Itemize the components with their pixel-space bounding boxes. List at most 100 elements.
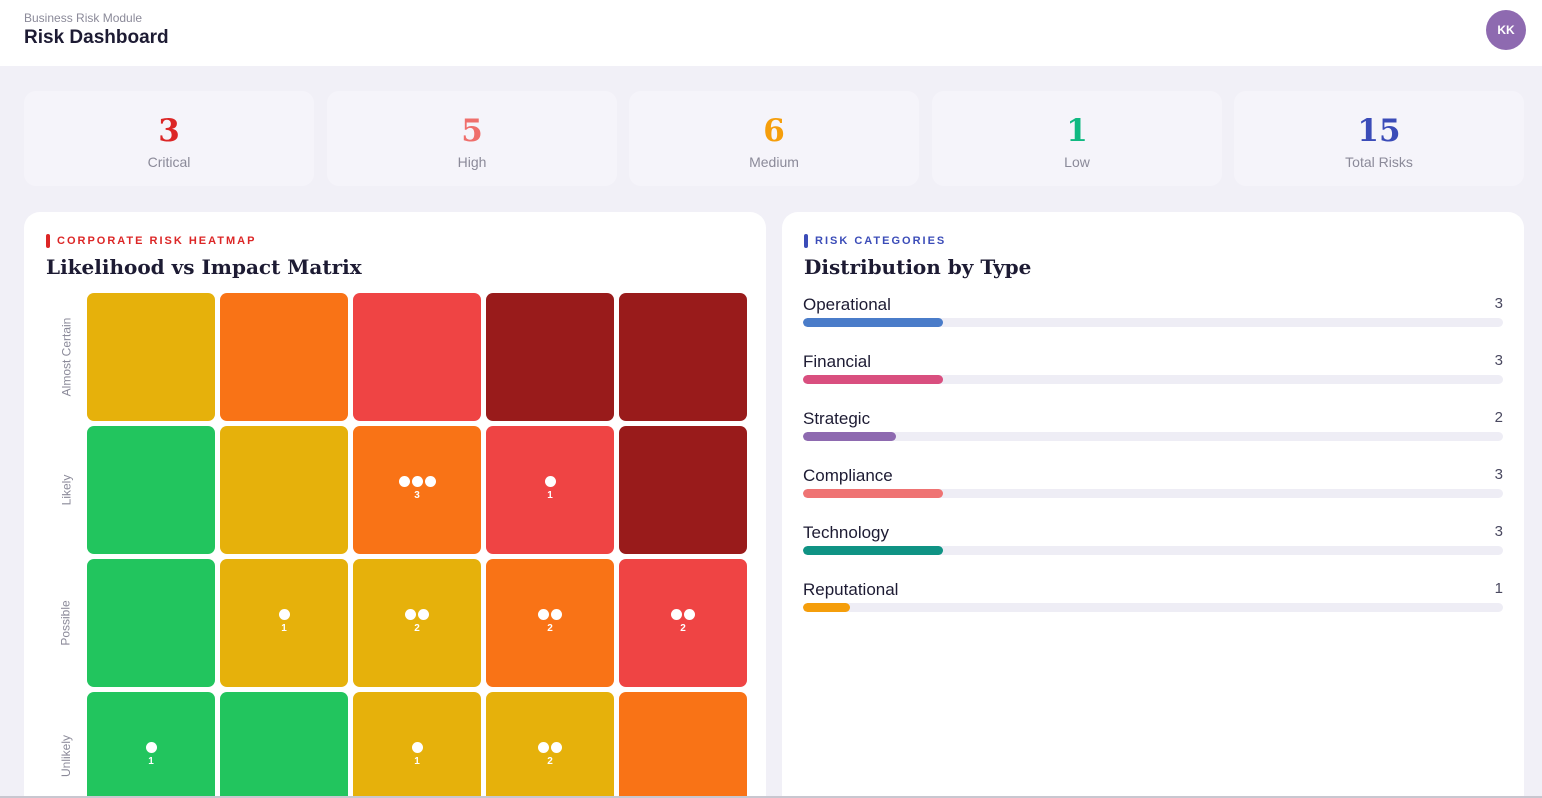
heatmap-kicker: CORPORATE RISK HEATMAP — [46, 234, 256, 248]
stat-card-medium: 6 Medium — [629, 91, 919, 186]
heatmap-cell[interactable] — [353, 293, 481, 421]
category-bar-fill — [803, 489, 943, 498]
user-avatar[interactable]: KK — [1486, 10, 1526, 50]
likelihood-label-text: Unlikely — [59, 734, 74, 778]
category-bar-track — [803, 603, 1503, 612]
risk-dot[interactable] — [551, 742, 562, 753]
risk-count: 2 — [547, 756, 553, 767]
heatmap-cell[interactable]: 3 — [353, 426, 481, 554]
heatmap-cell[interactable] — [220, 293, 348, 421]
risk-dots — [486, 742, 614, 753]
risk-dot[interactable] — [544, 476, 556, 487]
category-count: 3 — [1494, 466, 1503, 483]
category-count: 3 — [1494, 523, 1503, 540]
likelihood-label: Almost Certain — [56, 293, 76, 421]
risk-dots — [353, 742, 481, 753]
module-name: Business Risk Module — [24, 11, 143, 25]
stat-value: 15 — [1357, 113, 1401, 149]
kicker-accent-bar — [804, 234, 808, 248]
stat-card-total: 15 Total Risks — [1234, 91, 1524, 186]
risk-dot[interactable] — [411, 742, 423, 753]
heatmap-cell[interactable]: 1 — [220, 559, 348, 687]
risk-count: 2 — [680, 623, 686, 634]
category-bar-fill — [803, 546, 943, 555]
category-count: 3 — [1494, 352, 1503, 369]
likelihood-label-text: Almost Certain — [59, 317, 74, 397]
heatmap-cell[interactable] — [220, 426, 348, 554]
category-bar-track — [803, 489, 1503, 498]
heatmap-cell[interactable]: 2 — [353, 559, 481, 687]
heatmap-cell[interactable]: 1 — [486, 426, 614, 554]
category-row: Compliance 3 — [803, 466, 1503, 506]
category-name: Reputational — [803, 580, 899, 599]
heatmap-cell[interactable] — [486, 293, 614, 421]
category-bar-fill — [803, 318, 943, 327]
heatmap-cell[interactable] — [619, 692, 747, 798]
category-count: 2 — [1494, 409, 1503, 426]
heatmap-cell[interactable]: 2 — [486, 692, 614, 798]
risk-dot[interactable] — [398, 476, 410, 487]
heatmap-cell[interactable] — [87, 559, 215, 687]
stat-label: Low — [1064, 154, 1090, 170]
risk-dot[interactable] — [538, 609, 549, 620]
window-bottom-border — [0, 796, 1542, 798]
risk-dots — [619, 609, 747, 620]
risk-dot[interactable] — [278, 609, 290, 620]
risk-count: 1 — [414, 756, 420, 767]
category-bar-fill — [803, 603, 850, 612]
risk-count: 1 — [281, 623, 287, 634]
risk-dot[interactable] — [418, 609, 429, 620]
heatmap-cell[interactable] — [87, 426, 215, 554]
risk-dots — [486, 609, 614, 620]
risk-dot[interactable] — [538, 742, 549, 753]
risk-dot[interactable] — [551, 609, 562, 620]
category-row: Financial 3 — [803, 352, 1503, 392]
category-name: Financial — [803, 352, 872, 371]
stat-value: 5 — [461, 113, 483, 149]
heatmap-cell[interactable] — [619, 293, 747, 421]
risk-dots — [220, 609, 348, 620]
heatmap-cell[interactable]: 2 — [486, 559, 614, 687]
stat-value: 6 — [763, 113, 785, 149]
risk-dot[interactable] — [405, 609, 416, 620]
stat-label: Medium — [749, 154, 799, 170]
category-bar-track — [803, 318, 1503, 327]
heatmap-cell[interactable] — [220, 692, 348, 798]
risk-dots — [353, 609, 481, 620]
category-bar-track — [803, 432, 1503, 441]
page-title: Risk Dashboard — [24, 27, 169, 48]
category-bar-fill — [803, 375, 943, 384]
category-row: Operational 3 — [803, 295, 1503, 335]
risk-dot[interactable] — [411, 476, 423, 487]
heatmap-cell[interactable] — [619, 426, 747, 554]
category-count: 3 — [1494, 295, 1503, 312]
risk-dots — [353, 476, 481, 487]
category-row: Strategic 2 — [803, 409, 1503, 449]
risk-dot[interactable] — [145, 742, 157, 753]
stat-label: High — [457, 154, 487, 170]
likelihood-label-text: Likely — [59, 474, 73, 506]
risk-dot[interactable] — [684, 609, 695, 620]
heatmap-cell[interactable] — [87, 293, 215, 421]
risk-dot[interactable] — [671, 609, 682, 620]
risk-dots — [87, 742, 215, 753]
category-name: Technology — [803, 523, 890, 542]
stat-card-critical: 3 Critical — [24, 91, 314, 186]
category-count: 1 — [1494, 580, 1503, 597]
category-name: Operational — [803, 295, 891, 314]
risk-dot[interactable] — [424, 476, 436, 487]
heatmap-cell[interactable]: 2 — [619, 559, 747, 687]
stat-card-high: 5 High — [327, 91, 617, 186]
stat-card-low: 1 Low — [932, 91, 1222, 186]
heatmap-heading: Likelihood vs Impact Matrix — [46, 255, 362, 279]
heatmap-kicker-text: CORPORATE RISK HEATMAP — [57, 235, 257, 247]
likelihood-label: Unlikely — [56, 692, 76, 798]
heatmap-panel: CORPORATE RISK HEATMAP Likelihood vs Imp… — [24, 212, 766, 798]
risk-dots — [486, 476, 614, 487]
heatmap-cell[interactable]: 1 — [353, 692, 481, 798]
heatmap-cell[interactable]: 1 — [87, 692, 215, 798]
kicker-accent-bar — [46, 234, 50, 248]
categories-kicker: RISK CATEGORIES — [804, 234, 946, 248]
category-name: Compliance — [803, 466, 893, 485]
category-row: Reputational 1 — [803, 580, 1503, 620]
